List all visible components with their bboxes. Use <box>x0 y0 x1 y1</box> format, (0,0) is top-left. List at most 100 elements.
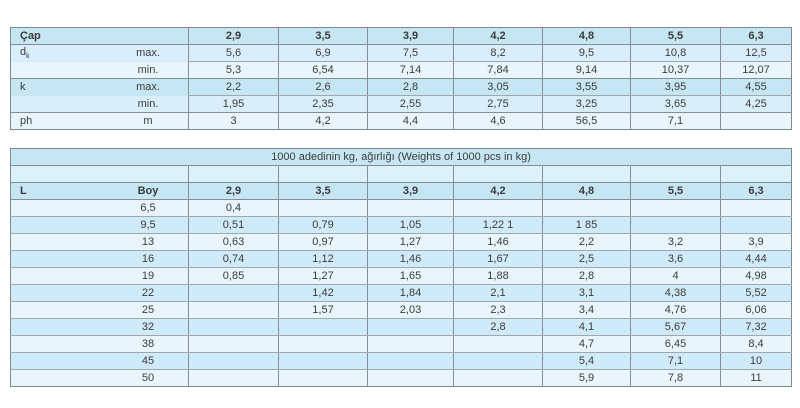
value-cell: 4,98 <box>719 267 792 285</box>
row-measure-label: max. <box>136 47 160 60</box>
value-cell <box>719 165 792 183</box>
weights-row: 25 1,57 2,03 2,3 3,4 4,76 6,06 <box>10 301 792 319</box>
value-cell <box>367 352 454 370</box>
weights-header-row: L Boy 2,9 3,5 3,9 4,2 4,8 5,5 6,3 <box>10 182 792 200</box>
col-header: 4,8 <box>542 27 631 45</box>
row-measure-label: min. <box>137 63 159 76</box>
weights-title: 1000 adedinin kg, ağırlığı (Weights of 1… <box>10 148 792 166</box>
value-cell: 1,12 <box>278 250 368 268</box>
col-header: 3,5 <box>278 27 368 45</box>
value-cell: 6,45 <box>630 335 721 353</box>
value-cell: 7,84 <box>453 61 543 79</box>
value-cell: 10 <box>719 352 792 370</box>
value-cell: 4,2 <box>278 112 368 130</box>
weights-table: 1000 adedinin kg, ağırlığı (Weights of 1… <box>10 148 793 387</box>
value-cell <box>188 301 279 319</box>
value-cell: 5,9 <box>542 369 631 387</box>
col-header: 6,3 <box>719 182 792 200</box>
row-measure-label: 13 <box>141 236 155 249</box>
weights-row: 32 2,8 4,1 5,67 7,32 <box>10 318 792 336</box>
value-cell: 4,25 <box>720 95 792 113</box>
value-cell <box>188 165 279 183</box>
value-cell: 7,1 <box>630 112 721 130</box>
value-cell: 6,06 <box>719 301 792 319</box>
value-cell: 3,65 <box>630 95 721 113</box>
col-header: 3,9 <box>367 27 454 45</box>
row-label-cell: 19 <box>10 267 189 285</box>
col-header: 6,3 <box>720 27 792 45</box>
value-cell: 4,6 <box>453 112 543 130</box>
value-cell <box>188 284 279 302</box>
row-measure-label: 38 <box>141 338 155 351</box>
col-header: 2,9 <box>188 182 279 200</box>
weights-row: 19 0,85 1,27 1,65 1,88 2,8 4 4,98 <box>10 267 792 285</box>
row-label-cell: 9,5 <box>10 216 189 234</box>
col-header: 4,8 <box>542 182 631 200</box>
value-cell: 3,55 <box>542 78 631 96</box>
row-label-cell: min. <box>10 95 189 113</box>
value-cell <box>453 165 543 183</box>
value-cell: 3,6 <box>630 250 721 268</box>
row-label-cell: 32 <box>10 318 189 336</box>
value-cell: 4,55 <box>720 78 792 96</box>
value-cell <box>719 216 792 234</box>
row-measure-label: 22 <box>141 287 155 300</box>
row-measure-label: 50 <box>141 372 155 385</box>
value-cell: 3,1 <box>542 284 631 302</box>
row-label-cell: ph m <box>11 113 189 130</box>
value-cell <box>278 335 368 353</box>
value-cell: 4 <box>630 267 721 285</box>
col-header: 3,9 <box>367 182 454 200</box>
value-cell <box>542 165 631 183</box>
value-cell: 2,6 <box>278 78 368 96</box>
row-measure-label: 25 <box>141 304 155 317</box>
value-cell: 1,84 <box>367 284 454 302</box>
spec-row: ph m 3 4,2 4,4 4,6 56,5 7,1 <box>10 112 792 130</box>
value-cell: 0,63 <box>188 233 279 251</box>
value-cell <box>188 335 279 353</box>
weights-spacer-row <box>10 165 792 183</box>
value-cell: 9,5 <box>542 44 631 62</box>
value-cell: 12,5 <box>720 44 792 62</box>
value-cell: 56,5 <box>542 112 631 130</box>
value-cell: 1,88 <box>453 267 543 285</box>
value-cell: 5,52 <box>719 284 792 302</box>
weights-row: 38 4,7 6,45 8,4 <box>10 335 792 353</box>
weights-row: 50 5,9 7,8 11 <box>10 369 792 387</box>
value-cell: 0,79 <box>278 216 368 234</box>
value-cell: 2,8 <box>367 78 454 96</box>
value-cell: 3,9 <box>719 233 792 251</box>
value-cell: 1,27 <box>278 267 368 285</box>
value-cell <box>453 335 543 353</box>
value-cell: 0,51 <box>188 216 279 234</box>
row-label-cell: 38 <box>10 335 189 353</box>
weights-row: 22 1,42 1,84 2,1 3,1 4,38 5,52 <box>10 284 792 302</box>
value-cell: 3 <box>188 112 279 130</box>
value-cell: 1,95 <box>188 95 279 113</box>
spec-row: min. 5,3 6,54 7,14 7,84 9,14 10,37 12,07 <box>10 61 792 79</box>
row-label: k <box>20 81 26 94</box>
row-label: Çap <box>20 30 41 43</box>
value-cell <box>278 199 368 217</box>
value-cell <box>367 199 454 217</box>
value-cell: 8,2 <box>453 44 543 62</box>
row-measure-label: m <box>143 115 153 128</box>
col-header: 2,9 <box>188 27 279 45</box>
value-cell: 6,54 <box>278 61 368 79</box>
value-cell <box>188 369 279 387</box>
value-cell: 2,8 <box>453 318 543 336</box>
value-cell: 2,2 <box>542 233 631 251</box>
row-measure-label: max. <box>136 81 160 94</box>
row-label-cell: dk max. <box>11 45 189 62</box>
row-label-cell: 45 <box>10 352 189 370</box>
value-cell: 3,95 <box>630 78 721 96</box>
weights-row: 16 0,74 1,12 1,46 1,67 2,5 3,6 4,44 <box>10 250 792 268</box>
row-measure-label: 9,5 <box>140 219 156 232</box>
value-cell: 8,4 <box>719 335 792 353</box>
dimension-spec-table-body: Çap 2,9 3,5 3,9 4,2 4,8 5,5 6,3 dk max. 5,6 6,9 7,5 8… <box>10 27 792 130</box>
value-cell <box>367 165 454 183</box>
value-cell: 3,05 <box>453 78 543 96</box>
weights-row: 13 0,63 0,97 1,27 1,46 2,2 3,2 3,9 <box>10 233 792 251</box>
spec-row: dk max. 5,6 6,9 7,5 8,2 9,5 10,8 12,5 <box>10 44 792 62</box>
